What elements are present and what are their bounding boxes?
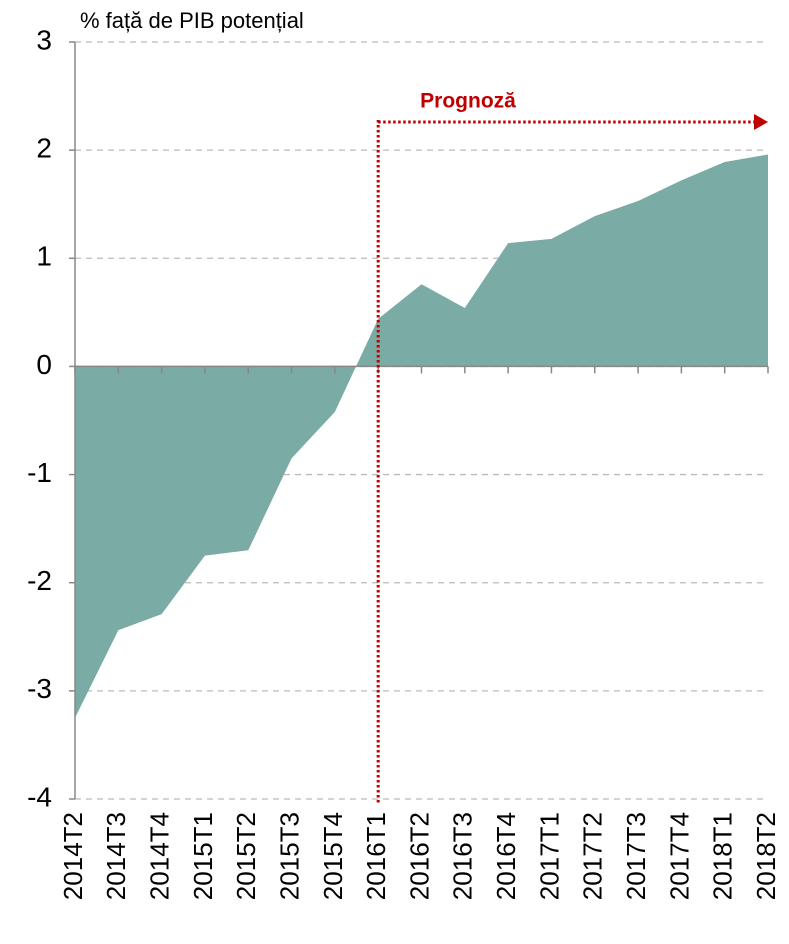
y-tick-label: -1 [27, 457, 52, 488]
x-tick-label: 2017T1 [534, 812, 564, 900]
y-tick-label: -2 [27, 565, 52, 596]
x-tick-label: 2015T3 [274, 812, 304, 900]
y-tick-label: 2 [36, 133, 52, 164]
x-tick-label: 2018T2 [751, 812, 781, 900]
y-tick-label: 1 [36, 241, 52, 272]
x-tick-label: 2016T1 [361, 812, 391, 900]
y-tick-label: 3 [36, 24, 52, 55]
y-tick-label: -4 [27, 781, 52, 812]
area [75, 154, 768, 718]
arrow-head [754, 114, 768, 130]
x-tick-label: 2016T3 [448, 812, 478, 900]
x-tick-label: 2016T4 [491, 812, 521, 900]
x-tick-label: 2018T1 [708, 812, 738, 900]
x-tick-label: 2017T2 [578, 812, 608, 900]
x-tick-label: 2017T3 [621, 812, 651, 900]
annotation: Prognoză [420, 90, 516, 113]
x-tick-label: 2015T2 [231, 812, 261, 900]
x-tick-label: 2015T4 [318, 812, 348, 900]
x-tick-label: 2016T2 [404, 812, 434, 900]
y-axis-label: % față de PIB potențial [80, 8, 304, 33]
y-tick-label: -3 [27, 673, 52, 704]
x-tick-label: 2015T1 [188, 812, 218, 900]
x-tick-label: 2017T4 [664, 812, 694, 900]
x-tick-label: 2014T2 [58, 812, 88, 900]
y-tick-label: 0 [36, 349, 52, 380]
x-tick-label: 2014T3 [101, 812, 131, 900]
x-tick-label: 2014T4 [145, 812, 175, 900]
